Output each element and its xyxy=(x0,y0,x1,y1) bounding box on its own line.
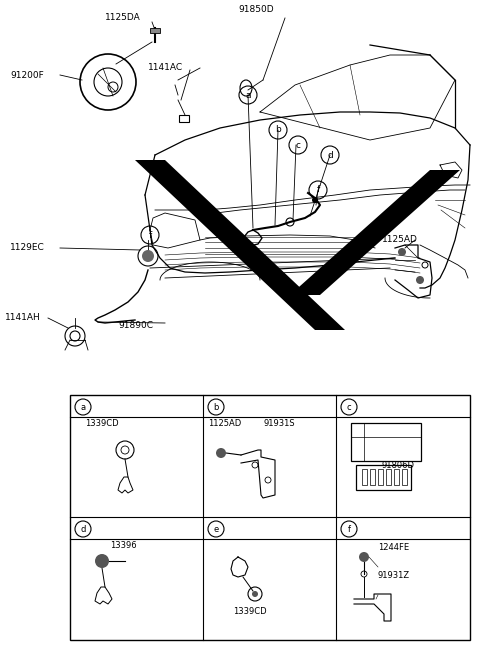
Text: 13396: 13396 xyxy=(110,540,137,550)
Text: 91931Z: 91931Z xyxy=(378,571,410,580)
Circle shape xyxy=(95,554,109,568)
Bar xyxy=(351,423,421,461)
Circle shape xyxy=(312,197,318,203)
Text: 91931S: 91931S xyxy=(263,419,295,428)
Text: d: d xyxy=(327,151,333,160)
Text: f: f xyxy=(148,231,152,240)
Bar xyxy=(70,395,470,640)
Bar xyxy=(402,469,407,485)
Bar xyxy=(394,469,399,485)
Text: f: f xyxy=(316,185,320,195)
Text: f: f xyxy=(348,525,350,534)
Bar xyxy=(370,469,375,485)
Text: 1244FE: 1244FE xyxy=(378,542,409,552)
Text: 91806D: 91806D xyxy=(381,460,414,470)
Text: 1125AD: 1125AD xyxy=(208,419,241,428)
Text: c: c xyxy=(296,141,300,149)
Text: 1141AH: 1141AH xyxy=(5,314,41,322)
Text: 1125DA: 1125DA xyxy=(105,14,141,22)
Text: e: e xyxy=(214,525,218,534)
Text: c: c xyxy=(347,403,351,411)
Circle shape xyxy=(252,591,258,597)
Text: a: a xyxy=(81,403,85,411)
Text: 91200F: 91200F xyxy=(10,71,44,79)
Circle shape xyxy=(416,276,424,284)
Circle shape xyxy=(216,448,226,458)
Bar xyxy=(356,465,411,490)
Text: 1339CD: 1339CD xyxy=(233,607,266,616)
Circle shape xyxy=(398,248,406,256)
Text: 1129EC: 1129EC xyxy=(10,244,45,252)
Bar xyxy=(378,469,383,485)
Text: 1125AD: 1125AD xyxy=(382,236,418,244)
Text: a: a xyxy=(245,90,251,100)
Bar xyxy=(362,469,367,485)
Text: 91850D: 91850D xyxy=(238,5,274,14)
Text: d: d xyxy=(80,525,86,534)
Text: b: b xyxy=(213,403,219,411)
Bar xyxy=(150,28,160,33)
Text: b: b xyxy=(275,126,281,134)
Circle shape xyxy=(142,250,154,262)
Polygon shape xyxy=(135,160,345,330)
Polygon shape xyxy=(290,170,460,295)
Text: 1141AC: 1141AC xyxy=(148,64,183,73)
Text: 91890C: 91890C xyxy=(118,320,153,329)
Circle shape xyxy=(359,552,369,562)
Bar xyxy=(386,469,391,485)
Bar xyxy=(179,115,189,122)
Text: 1339CD: 1339CD xyxy=(85,419,119,428)
